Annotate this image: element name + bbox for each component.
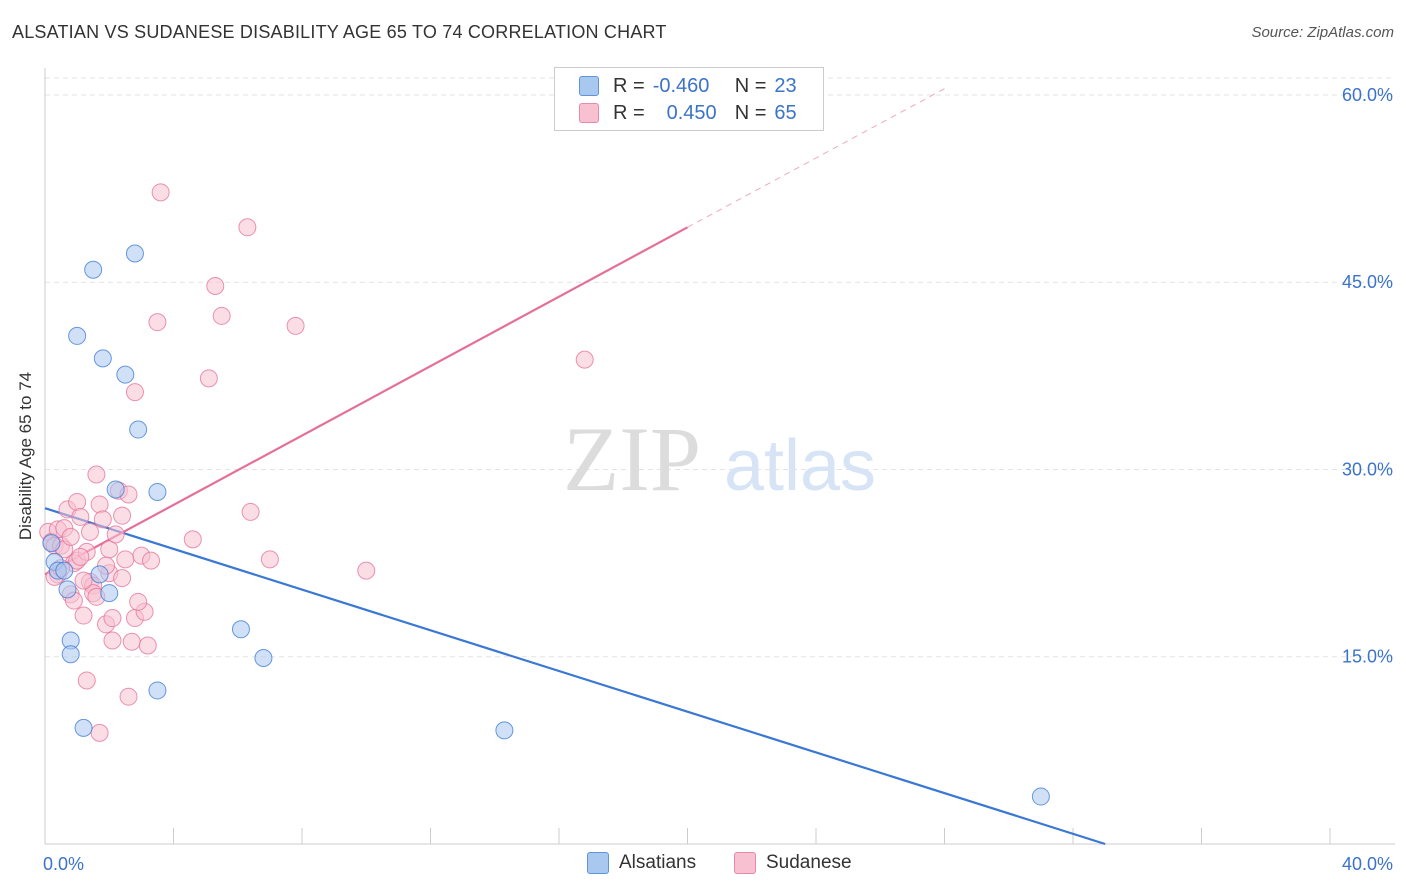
sudanese-point bbox=[74, 606, 93, 625]
alsatians-point bbox=[84, 260, 103, 279]
sudanese-point bbox=[93, 510, 112, 529]
n-label: N = bbox=[734, 74, 767, 97]
sudanese-legend-swatch bbox=[734, 852, 756, 874]
sudanese-point bbox=[103, 609, 122, 628]
r-value: 0.450 bbox=[666, 101, 717, 124]
alsatians-point bbox=[61, 645, 80, 664]
sudanese-point bbox=[61, 527, 80, 546]
sudanese-point bbox=[71, 547, 90, 566]
sudanese-point bbox=[74, 571, 93, 590]
alsatians-point bbox=[148, 482, 167, 501]
sudanese-point bbox=[260, 550, 279, 569]
sudanese-point bbox=[151, 183, 170, 202]
sudanese-point bbox=[241, 502, 260, 521]
x-tick-label: 40.0% bbox=[1342, 854, 1393, 874]
r-label: R = bbox=[613, 101, 645, 124]
sudanese-point bbox=[199, 369, 218, 388]
watermark-zip: ZIP bbox=[563, 408, 701, 510]
source-label: Source: ZipAtlas.com bbox=[1251, 24, 1394, 41]
grid-lines bbox=[45, 77, 1395, 658]
sudanese-trend-line bbox=[44, 226, 689, 576]
sudanese-trend-extension bbox=[687, 88, 945, 228]
sudanese-point bbox=[90, 495, 109, 514]
alsatians-point bbox=[116, 365, 135, 384]
alsatians-point bbox=[58, 580, 77, 599]
tick-labels: 15.0% 30.0% 45.0% 60.0% 0.0% 40.0% bbox=[43, 85, 1393, 874]
sudanese-point bbox=[575, 350, 594, 369]
sudanese-point bbox=[119, 687, 138, 706]
sudanese-point bbox=[357, 561, 376, 580]
sudanese-point bbox=[71, 507, 90, 526]
alsatians-point bbox=[231, 620, 250, 639]
sudanese-swatch bbox=[579, 103, 599, 123]
sudanese-point bbox=[68, 492, 87, 511]
sudanese-point bbox=[238, 218, 257, 237]
alsatians-point bbox=[495, 721, 514, 740]
sudanese-point bbox=[100, 540, 119, 559]
sudanese-point bbox=[125, 383, 144, 402]
sudanese-point bbox=[212, 306, 231, 325]
y-tick-label: 15.0% bbox=[1342, 647, 1393, 667]
alsatians-trend-line bbox=[44, 507, 1106, 846]
sudanese-point bbox=[142, 551, 161, 570]
legend-label-sudanese: Sudanese bbox=[766, 852, 852, 873]
sudanese-point bbox=[77, 671, 96, 690]
legend-item-sudanese: Sudanese bbox=[734, 852, 852, 874]
sudanese-point bbox=[106, 525, 125, 544]
alsatians-point bbox=[74, 718, 93, 737]
y-tick-label: 60.0% bbox=[1342, 85, 1393, 105]
alsatians-point bbox=[100, 584, 119, 603]
trend-lines bbox=[44, 88, 1106, 846]
watermark-atlas: atlas bbox=[724, 426, 876, 506]
alsatians-point bbox=[42, 534, 61, 553]
alsatians-point bbox=[129, 420, 148, 439]
axes bbox=[44, 68, 1395, 845]
alsatians-point bbox=[93, 349, 112, 368]
alsatians-point bbox=[254, 648, 273, 667]
series-legend: Alsatians Sudanese bbox=[0, 852, 1406, 878]
y-axis-label: Disability Age 65 to 74 bbox=[16, 371, 35, 541]
legend-row-alsatians: R = -0.460 N = 23 bbox=[579, 73, 797, 99]
chart-title: ALSATIAN VS SUDANESE DISABILITY AGE 65 T… bbox=[12, 22, 667, 42]
data-points bbox=[39, 183, 1050, 806]
legend-label-alsatians: Alsatians bbox=[619, 852, 697, 873]
y-tick-label: 30.0% bbox=[1342, 459, 1393, 479]
sudanese-point bbox=[116, 550, 135, 569]
alsatians-point bbox=[148, 681, 167, 700]
sudanese-point bbox=[103, 631, 122, 650]
n-value: 65 bbox=[774, 101, 797, 124]
x-tick-label: 0.0% bbox=[43, 854, 84, 874]
sudanese-point bbox=[206, 276, 225, 295]
alsatians-point bbox=[125, 244, 144, 263]
sudanese-point bbox=[286, 316, 305, 335]
alsatians-point bbox=[1031, 787, 1050, 806]
stats-legend: R = -0.460 N = 23 R = 0.450 N = 65 bbox=[554, 67, 824, 131]
sudanese-point bbox=[148, 313, 167, 332]
n-label: N = bbox=[734, 101, 767, 124]
sudanese-point bbox=[113, 506, 132, 525]
sudanese-point bbox=[113, 569, 132, 588]
sudanese-point bbox=[129, 592, 148, 611]
sudanese-point bbox=[87, 465, 106, 484]
alsatians-point bbox=[68, 326, 87, 345]
alsatians-point bbox=[90, 565, 109, 584]
sudanese-point bbox=[80, 522, 99, 541]
r-label: R = bbox=[613, 74, 645, 97]
alsatians-point bbox=[106, 480, 125, 499]
sudanese-point bbox=[183, 530, 202, 549]
n-value: 23 bbox=[774, 74, 797, 97]
legend-item-alsatians: Alsatians bbox=[587, 852, 696, 874]
sudanese-point bbox=[138, 636, 157, 655]
sudanese-point bbox=[90, 723, 109, 742]
r-value: -0.460 bbox=[652, 74, 710, 97]
alsatians-point bbox=[55, 561, 74, 580]
legend-row-sudanese: R = 0.450 N = 65 bbox=[579, 100, 797, 126]
y-tick-label: 45.0% bbox=[1342, 272, 1393, 292]
alsatians-swatch bbox=[579, 76, 599, 96]
sudanese-point bbox=[122, 632, 141, 651]
alsatians-legend-swatch bbox=[587, 852, 609, 874]
